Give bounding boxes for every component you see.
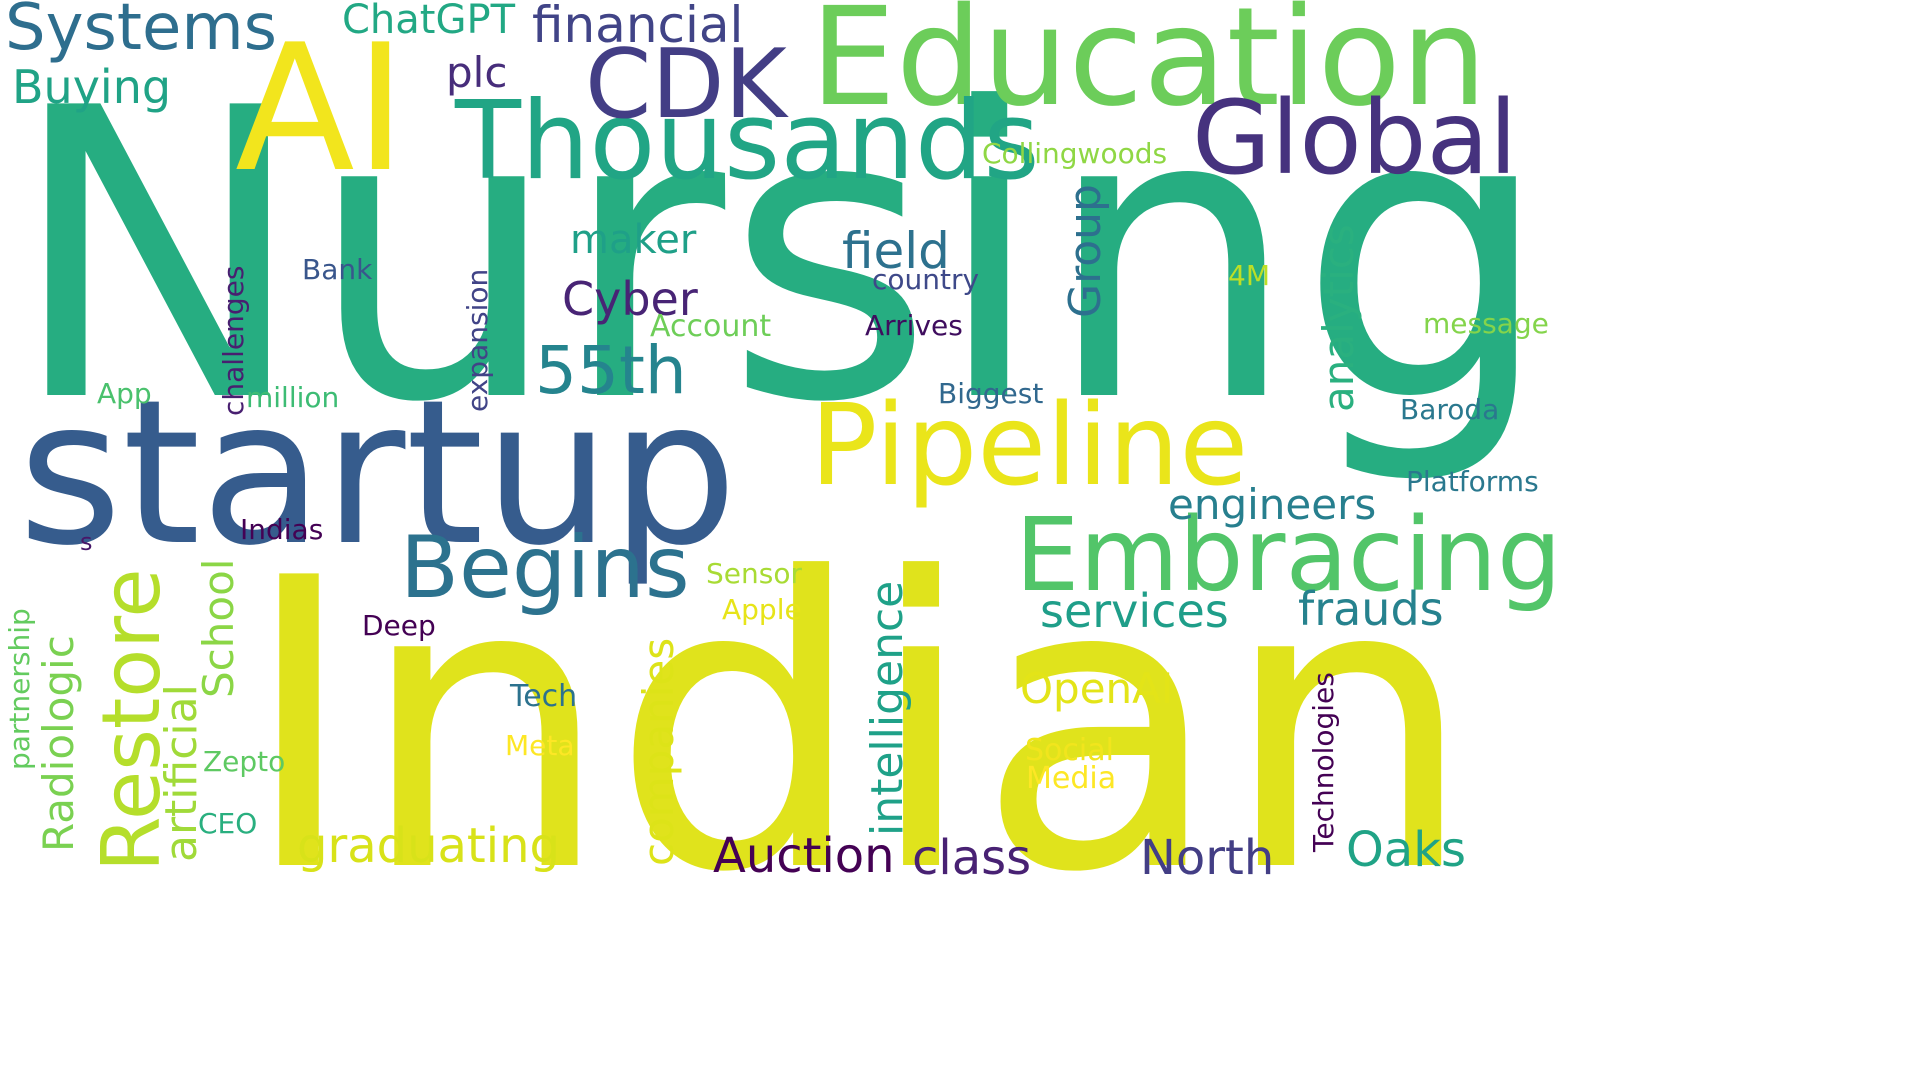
word-auction: Auction <box>713 828 895 884</box>
word-radiologic: Radiologic <box>34 635 83 852</box>
word-technologies: Technologies <box>1307 672 1340 852</box>
word-55th: 55th <box>535 332 687 409</box>
word-analytics: analytics <box>1314 224 1363 412</box>
word-thousands: Thousands <box>455 79 1040 204</box>
word-services: services <box>1040 584 1229 638</box>
word-cyber: Cyber <box>562 272 698 326</box>
word-platforms: Platforms <box>1406 465 1539 498</box>
word-engineers: engineers <box>1168 480 1377 529</box>
word-message: message <box>1423 307 1549 340</box>
word-biggest: Biggest <box>938 377 1044 410</box>
word-nursing: Nursing <box>8 25 1553 490</box>
word-pipeline: Pipeline <box>810 381 1249 511</box>
word-financial: financial <box>532 0 744 54</box>
word-graduating: graduating <box>297 818 560 874</box>
word-partnership: partnership <box>3 608 36 770</box>
word-tech: Tech <box>510 679 578 714</box>
word-account: Account <box>650 309 772 344</box>
word-buying: Buying <box>12 60 172 114</box>
word-country: country <box>872 263 980 296</box>
word-media: Media <box>1026 761 1117 796</box>
word-sensor: Sensor <box>706 557 802 590</box>
word-systems: Systems <box>5 0 277 65</box>
word-artificial: artificial <box>156 684 207 862</box>
word-s: s <box>80 528 93 556</box>
word-collingwoods: Collingwoods <box>982 137 1168 170</box>
word-openai: OpenAI <box>1020 664 1174 713</box>
word-indian: Indian <box>240 495 1476 960</box>
word-expansion: expansion <box>461 268 494 412</box>
word-cdk: CDK <box>585 30 787 140</box>
word-challenges: challenges <box>217 265 250 416</box>
word-ceo: CEO <box>198 807 258 840</box>
word-bank: Bank <box>302 253 373 286</box>
word-maker: maker <box>570 217 697 263</box>
word-companies: companies <box>634 637 683 866</box>
word-deep: Deep <box>362 609 436 642</box>
word-education: Education <box>810 0 1488 137</box>
word-million: million <box>246 381 340 414</box>
word-frauds: frauds <box>1298 582 1444 636</box>
word-oaks: Oaks <box>1346 822 1466 878</box>
word-meta: Meta <box>505 729 575 762</box>
word-ai: AI <box>235 8 407 211</box>
word-social: Social <box>1025 733 1114 768</box>
word-chatgpt: ChatGPT <box>342 0 516 43</box>
word-plc: plc <box>446 48 508 97</box>
word-class: class <box>912 830 1032 886</box>
word-arrives: Arrives <box>865 309 963 342</box>
word-north: North <box>1140 830 1275 886</box>
word-4m: 4M <box>1228 259 1270 292</box>
word-intelligence: intelligence <box>862 580 913 836</box>
word-indias: Indias <box>240 513 324 546</box>
word-school: School <box>194 558 243 698</box>
word-group: Group <box>1060 184 1111 318</box>
word-app: App <box>97 377 152 410</box>
word-embracing: Embracing <box>1015 496 1562 615</box>
word-apple: Apple <box>722 593 802 626</box>
word-field: field <box>842 222 950 280</box>
word-begins: Begins <box>400 518 690 618</box>
word-startup: startup <box>18 357 738 590</box>
word-global: Global <box>1192 79 1518 198</box>
word-baroda: Baroda <box>1400 393 1500 426</box>
word-zepto: Zepto <box>203 745 286 778</box>
